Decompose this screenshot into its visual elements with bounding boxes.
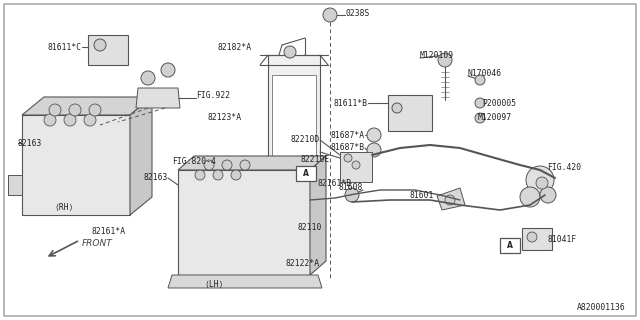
Bar xyxy=(296,165,316,180)
Bar xyxy=(500,237,520,252)
Circle shape xyxy=(345,188,359,202)
Circle shape xyxy=(438,53,452,67)
Text: 81601: 81601 xyxy=(410,191,434,201)
Text: A: A xyxy=(507,241,513,250)
Text: 82122*A: 82122*A xyxy=(285,260,319,268)
Circle shape xyxy=(195,170,205,180)
Circle shape xyxy=(161,63,175,77)
Text: 81041F: 81041F xyxy=(547,236,576,244)
Circle shape xyxy=(352,161,360,169)
Circle shape xyxy=(89,104,101,116)
Circle shape xyxy=(323,8,337,22)
Polygon shape xyxy=(268,55,320,165)
Text: 82163: 82163 xyxy=(18,139,42,148)
Polygon shape xyxy=(178,170,310,275)
Circle shape xyxy=(69,104,81,116)
Polygon shape xyxy=(22,115,130,215)
Text: 0238S: 0238S xyxy=(345,10,369,19)
Bar xyxy=(388,95,432,131)
Circle shape xyxy=(231,170,241,180)
Circle shape xyxy=(94,39,106,51)
Circle shape xyxy=(204,160,214,170)
Text: 81608: 81608 xyxy=(339,183,363,193)
Text: FIG.420: FIG.420 xyxy=(547,164,581,172)
Text: 82161*A: 82161*A xyxy=(92,228,126,236)
Circle shape xyxy=(84,114,96,126)
Text: 82210E: 82210E xyxy=(301,156,330,164)
Circle shape xyxy=(49,104,61,116)
Text: M120109: M120109 xyxy=(420,51,454,60)
Text: 81687*A: 81687*A xyxy=(331,131,365,140)
Text: A820001136: A820001136 xyxy=(577,303,626,313)
Circle shape xyxy=(475,98,485,108)
Polygon shape xyxy=(437,188,465,210)
Text: 82110: 82110 xyxy=(298,223,323,233)
Text: FIG.820-4: FIG.820-4 xyxy=(172,157,216,166)
Bar xyxy=(340,152,372,182)
Circle shape xyxy=(64,114,76,126)
Text: ⟨RH⟩: ⟨RH⟩ xyxy=(54,203,74,212)
Circle shape xyxy=(367,143,381,157)
Circle shape xyxy=(141,71,155,85)
Text: M120097: M120097 xyxy=(478,114,512,123)
Circle shape xyxy=(527,232,537,242)
Text: A: A xyxy=(303,169,309,178)
Circle shape xyxy=(213,170,223,180)
Circle shape xyxy=(44,114,56,126)
Text: 82161*B: 82161*B xyxy=(318,179,352,188)
Polygon shape xyxy=(8,175,22,195)
Polygon shape xyxy=(136,88,180,108)
Text: FRONT: FRONT xyxy=(82,238,113,247)
Polygon shape xyxy=(130,97,152,215)
Circle shape xyxy=(392,103,402,113)
Circle shape xyxy=(240,160,250,170)
Circle shape xyxy=(344,154,352,162)
Circle shape xyxy=(445,195,455,205)
Bar xyxy=(88,35,128,65)
Circle shape xyxy=(520,187,540,207)
Circle shape xyxy=(222,160,232,170)
Text: N170046: N170046 xyxy=(468,68,502,77)
Circle shape xyxy=(536,177,548,189)
Text: P200005: P200005 xyxy=(482,99,516,108)
Circle shape xyxy=(526,166,554,194)
Circle shape xyxy=(367,128,381,142)
Text: 82163: 82163 xyxy=(143,173,168,182)
Text: FIG.922: FIG.922 xyxy=(196,91,230,100)
Polygon shape xyxy=(22,97,152,115)
Bar xyxy=(522,228,552,250)
Text: 81611*C: 81611*C xyxy=(48,43,82,52)
Polygon shape xyxy=(178,156,326,170)
Circle shape xyxy=(540,187,556,203)
Circle shape xyxy=(284,46,296,58)
Circle shape xyxy=(475,75,485,85)
Text: 82182*A: 82182*A xyxy=(218,43,252,52)
Polygon shape xyxy=(310,156,326,275)
Text: 82210D: 82210D xyxy=(291,135,320,145)
Polygon shape xyxy=(272,75,316,160)
Polygon shape xyxy=(168,275,322,288)
Text: 82123*A: 82123*A xyxy=(208,114,242,123)
Circle shape xyxy=(475,113,485,123)
Text: ⟨LH⟩: ⟨LH⟩ xyxy=(204,279,224,289)
Text: 81687*B: 81687*B xyxy=(331,143,365,153)
Text: 81611*B: 81611*B xyxy=(334,99,368,108)
